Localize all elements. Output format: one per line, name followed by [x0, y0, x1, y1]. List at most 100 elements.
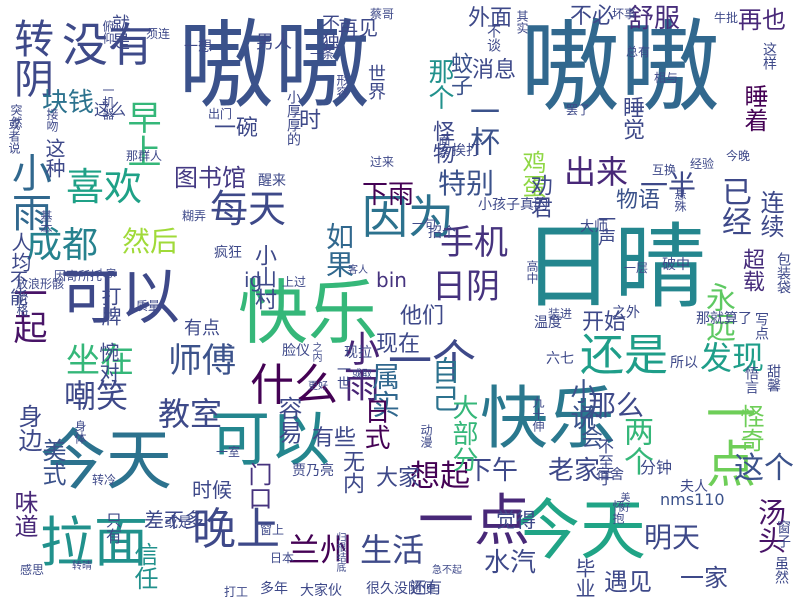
- cloud-word: 现在: [376, 332, 421, 357]
- cloud-word: 睡着: [740, 84, 768, 132]
- cloud-word: 外面: [468, 6, 513, 31]
- cloud-word: 小厚厚的: [285, 90, 301, 146]
- cloud-word: 那群人: [126, 149, 163, 163]
- cloud-word: 每天: [210, 187, 287, 231]
- cloud-word: 嗷嗷: [520, 9, 720, 126]
- cloud-word: 消息: [472, 58, 517, 83]
- cloud-word: 毕业: [572, 558, 596, 598]
- cloud-word: 一室: [216, 445, 241, 459]
- cloud-word: 美好: [618, 492, 629, 512]
- cloud-word: 现拉: [344, 345, 372, 361]
- cloud-word: 一声: [595, 210, 616, 246]
- cloud-word: 六七: [546, 351, 574, 367]
- cloud-word: 包装袋: [775, 252, 791, 294]
- cloud-word: 信任: [130, 542, 158, 590]
- cloud-word: 挨打: [452, 143, 480, 159]
- cloud-word: 形容: [335, 74, 349, 98]
- cloud-word: 因寄所托: [54, 269, 103, 283]
- cloud-word: 手机: [440, 223, 508, 263]
- cloud-word: 所以: [670, 355, 698, 371]
- cloud-word: 还有: [410, 578, 443, 597]
- cloud-word: 可以: [210, 405, 330, 475]
- cloud-word: 动漫: [419, 424, 433, 448]
- cloud-word: 再也: [738, 6, 786, 34]
- cloud-word: 日式: [360, 398, 390, 450]
- cloud-word: 更好: [308, 381, 328, 392]
- cloud-word: 兰州: [288, 531, 353, 569]
- cloud-word: 虽然: [773, 556, 789, 584]
- cloud-word: 什么: [250, 360, 338, 411]
- cloud-word: 一条: [310, 47, 335, 61]
- cloud-word: 身边: [14, 404, 42, 452]
- cloud-word: 已经: [716, 176, 751, 236]
- cloud-word: 就是: [109, 14, 130, 50]
- cloud-word: 大部分: [448, 394, 478, 472]
- cloud-word: 脸仪: [282, 343, 310, 359]
- cloud-word: nms110: [660, 490, 725, 509]
- cloud-word: 九十伸: [531, 396, 545, 432]
- cloud-word: 今天: [40, 422, 172, 499]
- cloud-word: 宿舍: [596, 467, 624, 483]
- cloud-word: 自己: [428, 356, 461, 412]
- cloud-word: 连续: [756, 190, 784, 238]
- cloud-word: 高中: [525, 260, 539, 284]
- cloud-word: 不谈: [485, 24, 501, 52]
- cloud-word: 感思: [20, 563, 45, 577]
- cloud-word: 出门: [208, 107, 233, 121]
- cloud-word: 美式: [38, 438, 66, 486]
- cloud-word: 夫人: [680, 479, 708, 495]
- cloud-word: 不能: [7, 270, 28, 306]
- cloud-word: 总有: [626, 45, 651, 59]
- cloud-word: 俯仰: [101, 20, 115, 44]
- cloud-word: 装进: [548, 307, 573, 321]
- cloud-word: 蔡哥: [370, 7, 395, 21]
- cloud-word: 无内: [339, 450, 364, 494]
- cloud-word: 怪物: [429, 120, 454, 164]
- cloud-word: 今晚: [726, 149, 751, 163]
- cloud-word: 特别: [438, 167, 495, 200]
- cloud-word: 超载: [739, 248, 764, 292]
- cloud-word: 那就算了: [696, 311, 752, 327]
- cloud-word: ig: [244, 268, 263, 292]
- cloud-word: 水汽: [484, 548, 537, 578]
- cloud-word: 下雨: [362, 180, 415, 210]
- cloud-word: 物语: [616, 188, 661, 213]
- cloud-word: 嗷嗷: [178, 10, 370, 122]
- cloud-word: 质量: [136, 299, 161, 313]
- cloud-word: 小孩子真的: [478, 197, 548, 213]
- cloud-word: 出来: [564, 153, 629, 191]
- cloud-word: 味道: [10, 490, 38, 538]
- cloud-word: 接吻: [45, 108, 59, 132]
- cloud-word: 小雨: [5, 152, 51, 232]
- cloud-word: 有点: [184, 318, 220, 339]
- cloud-word: 过来: [370, 155, 395, 169]
- cloud-word: 大家: [376, 466, 421, 491]
- cloud-word: 一世: [335, 362, 351, 390]
- cloud-word: 惋对: [96, 342, 120, 382]
- cloud-word: 觉得: [496, 508, 536, 532]
- cloud-word: 如果: [322, 222, 355, 278]
- cloud-word: 这样: [761, 42, 777, 70]
- cloud-word: 再见: [338, 16, 378, 40]
- cloud-word: 生活: [360, 531, 425, 569]
- cloud-word: 价格: [15, 292, 29, 316]
- cloud-word: 或是: [164, 515, 192, 531]
- cloud-word: 一杯: [464, 96, 499, 156]
- cloud-word: 遇见: [604, 568, 652, 596]
- cloud-word: 转晴: [72, 561, 92, 572]
- cloud-word: 一机器: [101, 84, 115, 120]
- cloud-word: 两个: [618, 416, 653, 476]
- cloud-word: 日阴: [432, 267, 500, 307]
- cloud-word: 之外: [612, 305, 640, 321]
- cloud-word: 或取: [352, 369, 372, 380]
- cloud-word: 睡觉: [619, 96, 644, 140]
- cloud-word: 时: [295, 108, 320, 130]
- cloud-word: 分钟: [640, 458, 673, 477]
- cloud-word: 不至于: [595, 438, 614, 486]
- cloud-word: 蚊子: [447, 52, 472, 96]
- cloud-word: 今天: [514, 492, 646, 569]
- cloud-word: 归根结底: [334, 532, 345, 572]
- cloud-word: 属实: [368, 362, 401, 418]
- cloud-word: 一点: [418, 489, 530, 554]
- cloud-word: 发现: [700, 339, 765, 377]
